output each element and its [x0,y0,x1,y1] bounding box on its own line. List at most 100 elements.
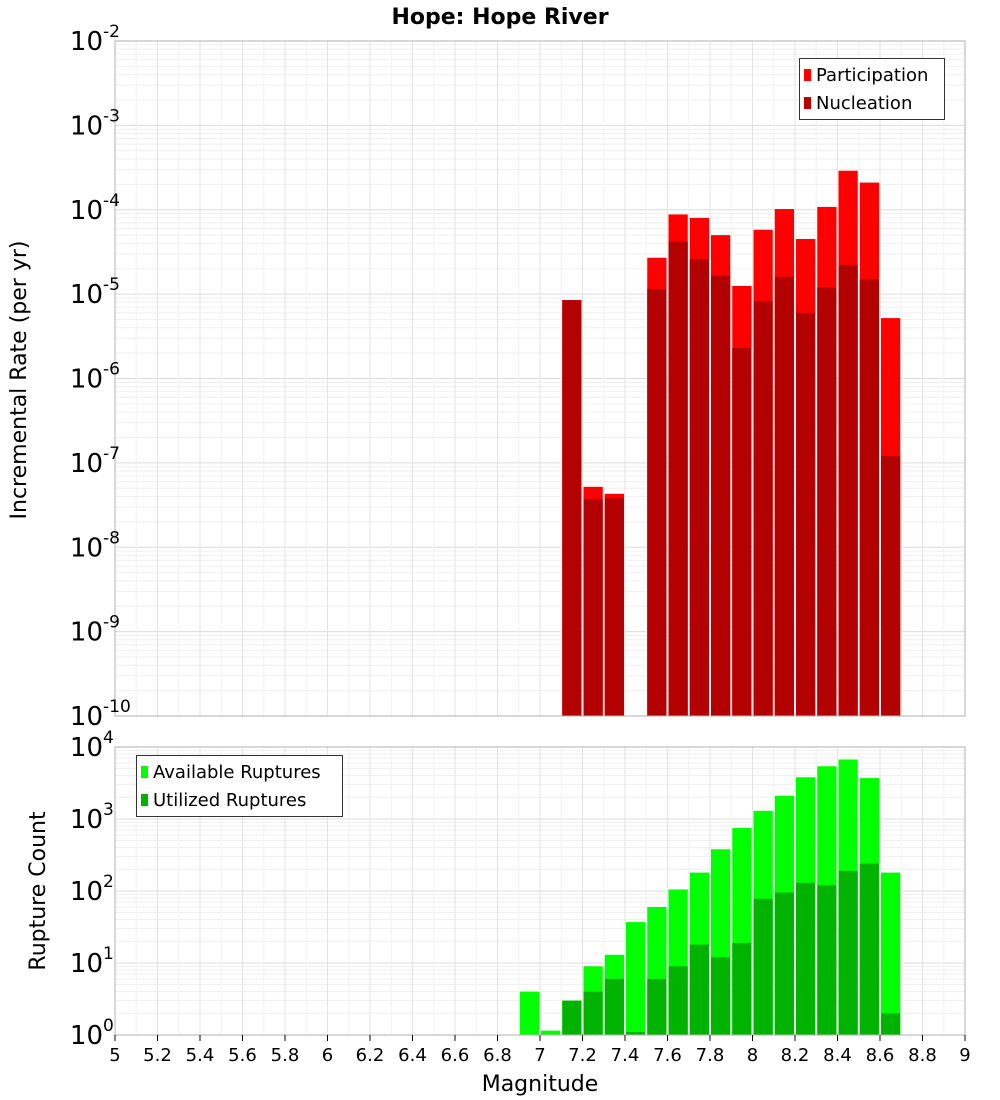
y-tick-exponent: -9 [103,613,120,633]
x-tick-label: 7 [534,1045,545,1066]
nucleation-bar [689,259,709,716]
x-tick-label: 6.8 [483,1045,512,1066]
y-tick-base: 10 [70,618,103,648]
y-tick-label: 10 -8 [70,528,120,563]
available-ruptures-bar [519,991,539,1035]
utilized-ruptures-bar [817,885,837,1035]
rate-grid [114,41,966,717]
utilized-ruptures-bar [881,1013,901,1035]
y-tick-exponent: -5 [103,275,120,295]
nucleation-bar [753,301,773,716]
available-swatch [141,766,148,778]
x-tick-label: 7.4 [611,1045,640,1066]
utilized-ruptures-bar [668,966,688,1035]
x-tick-label: 5.8 [271,1045,300,1066]
magnitude-x-tick-labels: 5 5.2 5.4 5.6 5.8 6 6.2 6.4 6.6 6.8 7 7.2 7.4 7.6 7.8 8… [109,1035,971,1066]
y-tick-base: 10 [70,27,103,57]
x-tick-label: 8.4 [823,1045,852,1066]
nucleation-bar [838,265,858,716]
nucleation-bar [711,275,731,716]
x-tick-label: 6.6 [441,1045,470,1066]
x-tick-label: 9 [959,1045,970,1066]
y-tick-exponent: -6 [103,360,120,380]
available-ruptures-bar [626,922,646,1035]
y-tick-label: 10 3 [70,800,114,835]
utilized-ruptures-bar [753,898,773,1035]
y-tick-label: 10 -9 [70,613,120,648]
y-tick-base: 10 [70,877,103,907]
y-tick-base: 10 [70,449,103,479]
legend-item-available: Available Ruptures [141,758,338,786]
nucleation-bar [562,300,582,716]
rate-bars [562,170,901,717]
y-tick-label: 10 -4 [70,191,120,226]
utilized-ruptures-bar [796,882,816,1035]
utilized-ruptures-bar [689,944,709,1035]
rate-y-axis-label: Incremental Rate (per yr) [7,241,32,520]
utilized-ruptures-bar [604,978,624,1035]
y-tick-exponent: 3 [103,800,114,820]
utilized-ruptures-bar [732,942,752,1035]
y-tick-base: 10 [70,805,103,835]
utilized-ruptures-bar [562,1000,582,1035]
nucleation-bar [796,312,816,716]
y-tick-exponent: -4 [103,191,120,211]
x-axis-label: Magnitude [482,1072,599,1097]
x-tick-label: 6.2 [356,1045,385,1066]
y-tick-base: 10 [70,533,103,563]
x-tick-label: 8.8 [908,1045,937,1066]
utilized-ruptures-bar [711,957,731,1035]
nucleation-bar [881,456,901,716]
legend-label-nucleation: Nucleation [816,92,913,114]
legend-label-participation: Participation [816,64,929,86]
count-bars [519,759,901,1035]
y-tick-exponent: -7 [103,444,120,464]
nucleation-bar [732,347,752,716]
y-tick-label: 10 4 [70,728,114,763]
y-tick-label: 10 1 [70,944,114,979]
x-tick-label: 5 [109,1045,120,1066]
x-tick-label: 8.2 [781,1045,810,1066]
nucleation-bar [668,241,688,717]
utilized-ruptures-bar [838,870,858,1035]
nucleation-bar [774,276,794,716]
nucleation-bar [583,499,603,716]
rate-legend: Participation Nucleation [799,58,945,120]
x-tick-label: 5.6 [228,1045,257,1066]
y-tick-label: 10 -3 [70,106,120,141]
y-tick-base: 10 [70,733,103,763]
y-tick-base: 10 [70,196,103,226]
x-tick-label: 8 [747,1045,758,1066]
y-tick-base: 10 [70,365,103,395]
y-tick-label: 10 -7 [70,444,120,479]
y-tick-exponent: -3 [103,106,120,126]
utilized-swatch [141,794,148,806]
y-tick-exponent: 2 [103,872,114,892]
y-tick-label: 10 0 [70,1016,114,1051]
x-tick-label: 5.2 [143,1045,172,1066]
utilized-ruptures-bar [626,1032,646,1035]
count-legend: Available Ruptures Utilized Ruptures [136,755,343,817]
y-tick-exponent: 0 [103,1016,114,1036]
available-ruptures-bar [881,872,901,1035]
chart-title: Hope: Hope River [391,5,608,30]
x-tick-label: 7.6 [653,1045,682,1066]
y-tick-exponent: -2 [103,22,120,42]
count-y-axis-label: Rupture Count [26,811,51,971]
rate-plot-frame [114,40,966,717]
x-tick-label: 8.6 [866,1045,895,1066]
participation-swatch [804,69,811,81]
y-tick-label: 10 -2 [70,22,120,57]
y-tick-label: 10 2 [70,872,114,907]
legend-label-utilized: Utilized Ruptures [153,789,307,811]
y-tick-base: 10 [70,949,103,979]
x-tick-label: 6.4 [398,1045,427,1066]
x-tick-label: 7.2 [568,1045,597,1066]
y-tick-label: 10 -5 [70,275,120,310]
legend-item-nucleation: Nucleation [804,89,940,117]
nucleation-bar [817,287,837,716]
y-tick-base: 10 [70,1021,103,1051]
